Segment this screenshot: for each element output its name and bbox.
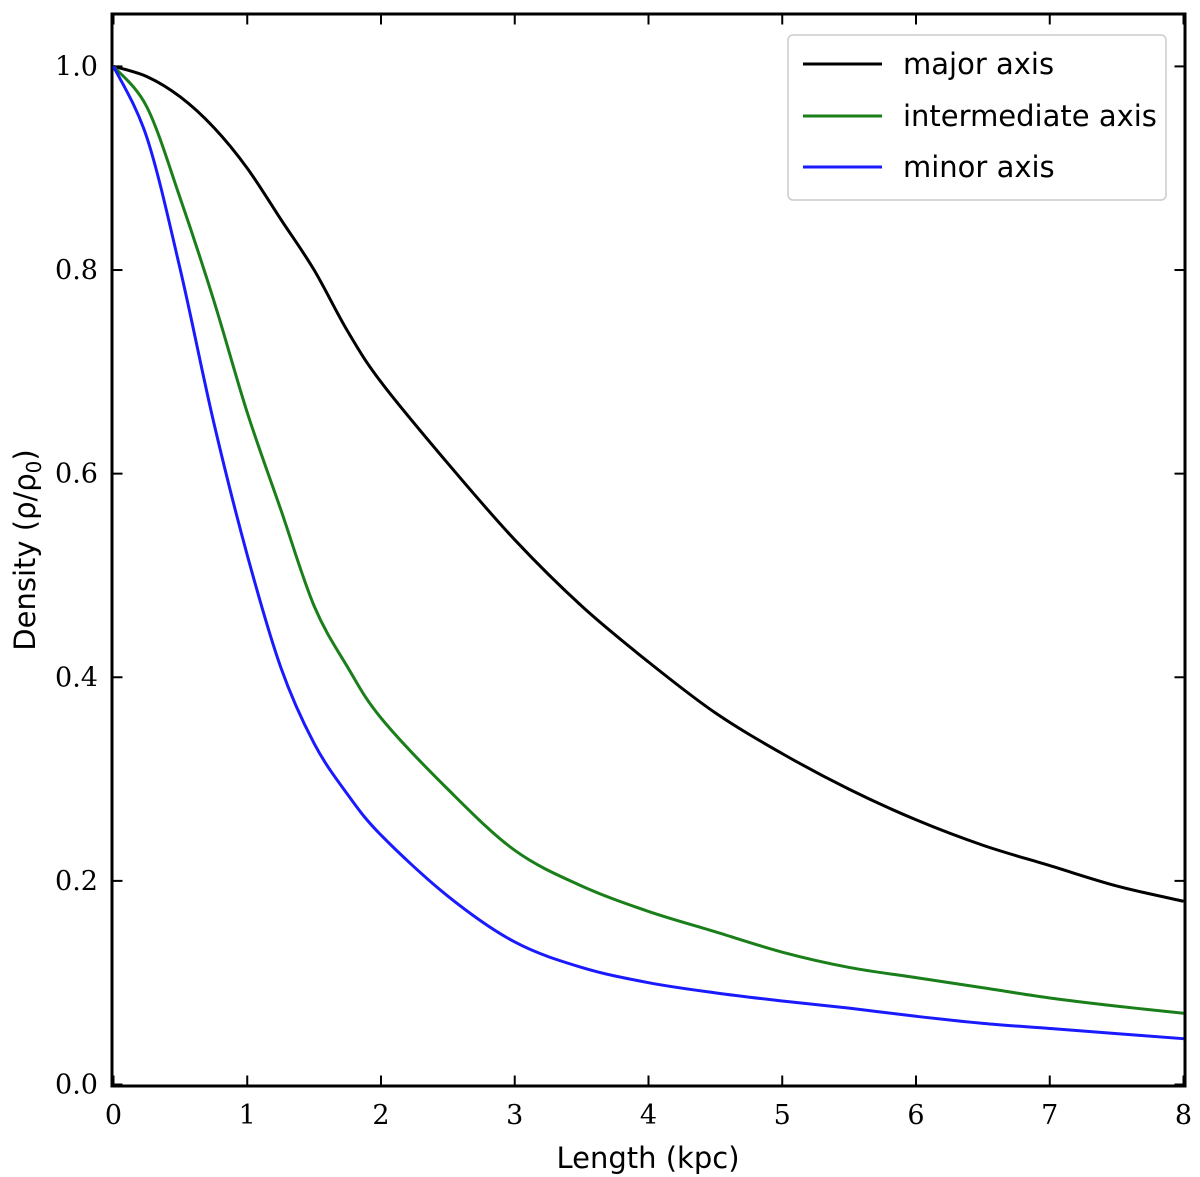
series-lines	[112, 64, 1184, 1041]
x-tick-label: 8	[1175, 1100, 1192, 1131]
y-axis-label: Density (ρ/ρ0)	[8, 449, 46, 650]
y-axis-label-main: Density (ρ/ρ	[8, 473, 42, 650]
y-tick-label: 0.2	[55, 866, 98, 897]
x-tick-label: 5	[774, 1100, 791, 1131]
plot-frame	[110, 12, 1187, 1088]
y-tick-label: 0.4	[55, 662, 98, 693]
x-axis-ticks: 0 1 2 3 4 5 6 7 8	[105, 15, 1192, 1131]
y-tick-label: 0.0	[55, 1070, 98, 1101]
series-line-minor-axis	[112, 65, 1184, 1041]
y-axis-ticks: 0.0 0.2 0.4 0.6 0.8 1.0	[55, 51, 1184, 1101]
legend: major axis intermediate axis minor axis	[787, 34, 1167, 201]
y-tick-label: 0.6	[55, 459, 98, 490]
x-axis-label: Length (kpc)	[556, 1141, 739, 1175]
x-tick-label: 1	[239, 1100, 256, 1131]
series-line-major-axis	[113, 64, 1184, 903]
x-tick-label: 3	[506, 1100, 523, 1131]
x-tick-label: 4	[640, 1100, 657, 1131]
series-line-intermediate-axis	[112, 65, 1184, 1015]
legend-label-minor-axis: minor axis	[903, 150, 1055, 184]
y-tick-label: 1.0	[55, 51, 98, 82]
legend-label-intermediate-axis: intermediate axis	[903, 99, 1157, 133]
legend-box	[787, 34, 1167, 201]
x-tick-label: 6	[907, 1100, 924, 1131]
legend-label-major-axis: major axis	[903, 47, 1054, 81]
x-tick-label: 7	[1041, 1100, 1058, 1131]
y-tick-label: 0.8	[55, 255, 98, 286]
x-tick-label: 2	[372, 1100, 389, 1131]
y-axis-label-subscript: 0	[22, 461, 46, 474]
y-axis-label-tail: )	[8, 449, 42, 460]
x-tick-label: 0	[105, 1100, 122, 1131]
